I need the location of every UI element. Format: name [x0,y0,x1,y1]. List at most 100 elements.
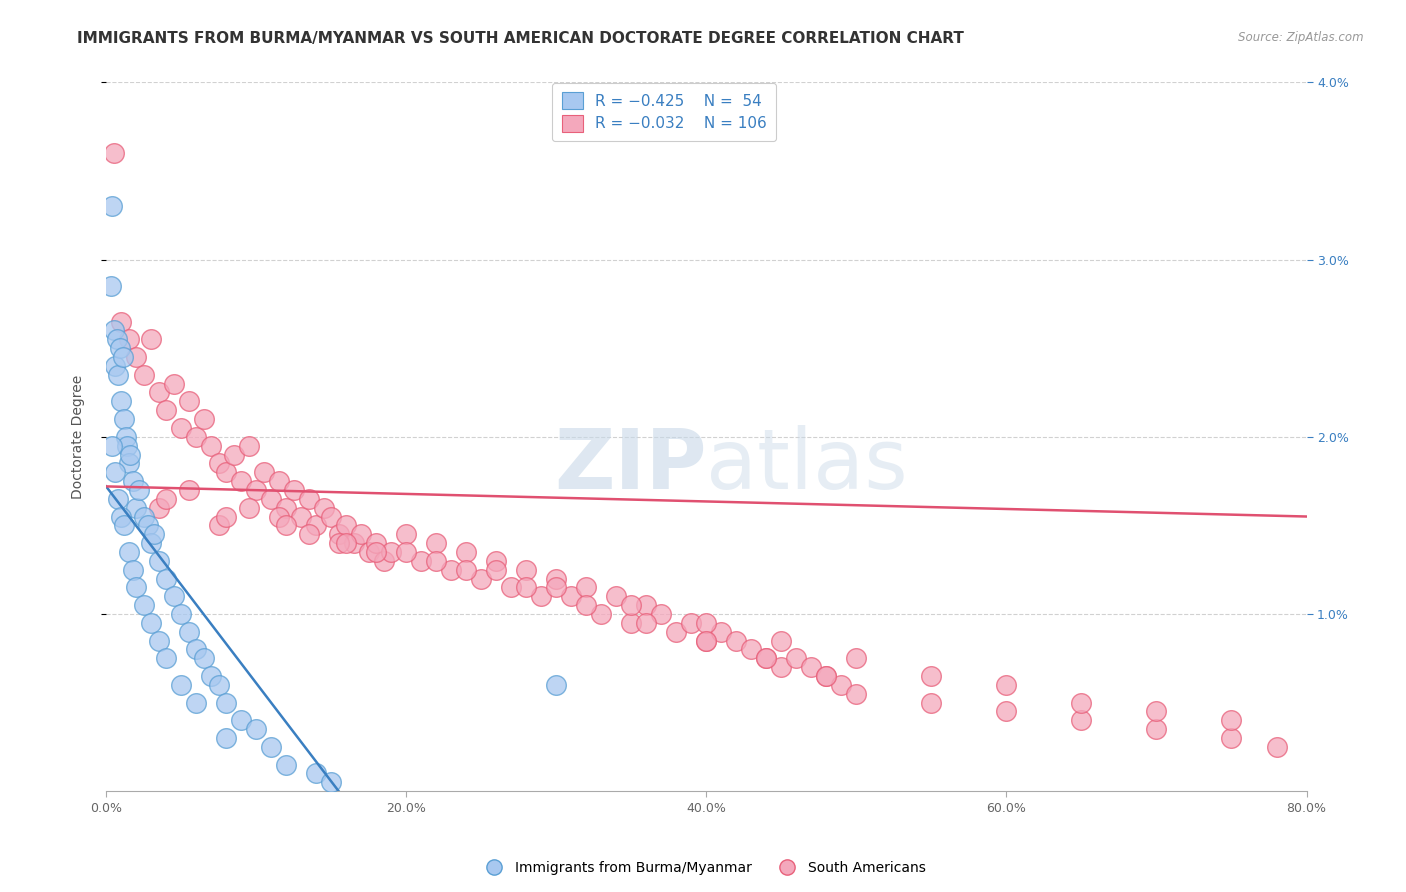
Point [170,678,193,692]
Point [575,598,598,612]
Point [184,430,207,444]
Point [290,509,312,524]
Point [177,624,200,639]
Point [560,589,582,603]
Point [591,607,613,621]
Point [785,651,807,665]
Point [101,439,124,453]
Point [128,483,150,497]
Point [298,527,321,541]
Point [546,572,568,586]
Point [238,500,260,515]
Point [101,199,124,213]
Point [636,615,658,630]
Point [1220,713,1243,727]
Text: atlas: atlas [706,425,908,506]
Point [125,581,148,595]
Point [456,563,478,577]
Point [170,421,193,435]
Point [229,713,252,727]
Point [546,678,568,692]
Point [207,456,229,470]
Point [485,563,508,577]
Point [695,615,717,630]
Point [245,722,267,736]
Point [575,581,598,595]
Point [110,315,132,329]
Point [366,545,388,559]
Point [117,456,139,470]
Point [770,633,793,648]
Point [112,518,135,533]
Point [253,465,276,479]
Point [207,518,229,533]
Point [995,678,1018,692]
Point [104,465,127,479]
Point [162,589,184,603]
Point [267,509,290,524]
Point [117,332,139,346]
Text: IMMIGRANTS FROM BURMA/MYANMAR VS SOUTH AMERICAN DOCTORATE DEGREE CORRELATION CHA: IMMIGRANTS FROM BURMA/MYANMAR VS SOUTH A… [77,31,965,46]
Legend: Immigrants from Burma/Myanmar, South Americans: Immigrants from Burma/Myanmar, South Ame… [475,855,931,880]
Point [215,509,238,524]
Point [456,545,478,559]
Point [620,615,643,630]
Point [108,341,131,355]
Point [350,527,373,541]
Point [260,491,283,506]
Point [283,483,305,497]
Point [222,448,245,462]
Point [650,607,672,621]
Point [184,696,207,710]
Point [148,500,170,515]
Point [695,633,717,648]
Point [411,554,433,568]
Point [276,518,298,533]
Point [485,554,508,568]
Point [920,696,942,710]
Point [321,509,343,524]
Point [104,359,127,373]
Point [105,332,128,346]
Point [357,545,380,559]
Point [920,669,942,683]
Point [305,518,328,533]
Legend: R = −0.425    N =  54, R = −0.032    N = 106: R = −0.425 N = 54, R = −0.032 N = 106 [553,83,776,141]
Point [122,474,145,488]
Point [755,651,778,665]
Point [148,554,170,568]
Point [276,500,298,515]
Point [120,448,142,462]
Point [425,536,447,550]
Point [366,536,388,550]
Point [122,563,145,577]
Point [515,563,537,577]
Point [328,536,350,550]
Point [815,669,838,683]
Point [200,669,222,683]
Point [132,598,155,612]
Point [193,651,215,665]
Point [800,660,823,674]
Point [335,518,357,533]
Point [229,474,252,488]
Point [115,439,138,453]
Point [139,536,162,550]
Point [530,589,553,603]
Point [148,633,170,648]
Point [260,739,283,754]
Point [193,412,215,426]
Point [620,598,643,612]
Point [139,332,162,346]
Point [725,633,748,648]
Point [695,633,717,648]
Point [501,581,523,595]
Point [215,465,238,479]
Point [1070,696,1092,710]
Point [343,536,366,550]
Point [136,518,159,533]
Point [110,509,132,524]
Point [267,474,290,488]
Point [665,624,688,639]
Point [395,527,418,541]
